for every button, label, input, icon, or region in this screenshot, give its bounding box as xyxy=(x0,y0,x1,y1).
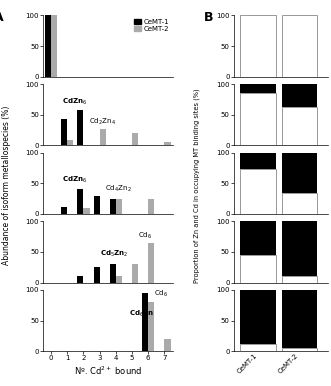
Bar xyxy=(83,208,90,214)
Bar xyxy=(241,153,276,169)
Bar xyxy=(241,290,276,344)
Bar xyxy=(282,221,317,276)
Text: Cd$_6$: Cd$_6$ xyxy=(154,289,168,299)
Bar xyxy=(110,264,116,283)
Bar xyxy=(282,290,317,348)
Bar xyxy=(77,190,83,214)
Bar xyxy=(148,243,154,283)
Bar xyxy=(241,344,276,351)
Bar xyxy=(282,153,317,193)
Bar xyxy=(241,255,276,283)
Bar xyxy=(94,267,100,283)
Bar xyxy=(282,15,317,77)
Bar xyxy=(45,15,51,77)
Text: Cd$_6$Zn: Cd$_6$Zn xyxy=(129,309,154,319)
Text: Cd$_2$Zn$_4$: Cd$_2$Zn$_4$ xyxy=(89,117,116,127)
Text: Cd$_5$Zn$_2$: Cd$_5$Zn$_2$ xyxy=(100,249,128,259)
Bar xyxy=(77,276,83,283)
Bar xyxy=(110,199,116,214)
Bar xyxy=(94,196,100,214)
Legend: CeMT-1, CeMT-2: CeMT-1, CeMT-2 xyxy=(134,19,169,32)
Bar xyxy=(116,199,122,214)
Bar xyxy=(241,93,276,146)
Bar xyxy=(241,169,276,214)
Bar xyxy=(165,142,170,146)
Text: Cd$_6$: Cd$_6$ xyxy=(138,231,152,241)
Bar xyxy=(148,302,154,351)
Bar xyxy=(241,84,276,93)
Bar xyxy=(67,141,73,146)
Bar xyxy=(148,199,154,214)
Bar xyxy=(116,276,122,283)
Bar xyxy=(282,276,317,283)
Text: CdZn$_6$: CdZn$_6$ xyxy=(63,97,88,107)
X-axis label: Nº. Cd$^{2+}$ bound: Nº. Cd$^{2+}$ bound xyxy=(73,364,142,377)
Bar xyxy=(282,193,317,214)
Text: A: A xyxy=(0,10,3,24)
Bar xyxy=(132,264,138,283)
Bar xyxy=(51,15,57,77)
Bar xyxy=(282,348,317,351)
Bar xyxy=(241,15,276,77)
Bar xyxy=(241,221,276,255)
Bar xyxy=(132,133,138,146)
Bar xyxy=(77,110,83,146)
Text: Proportion of Zn and Cd in occupying MT binding sites (%): Proportion of Zn and Cd in occupying MT … xyxy=(194,88,200,283)
Bar xyxy=(61,119,67,146)
Text: Abundance of isoform metallospecies (%): Abundance of isoform metallospecies (%) xyxy=(2,106,11,265)
Bar xyxy=(282,107,317,146)
Text: CdZn$_6$: CdZn$_6$ xyxy=(63,174,88,185)
Bar xyxy=(165,339,170,351)
Text: Cd$_4$Zn$_2$: Cd$_4$Zn$_2$ xyxy=(105,184,132,195)
Bar xyxy=(142,293,148,351)
Bar xyxy=(61,207,67,214)
Bar xyxy=(282,84,317,107)
Text: B: B xyxy=(204,10,213,24)
Bar xyxy=(100,129,106,146)
